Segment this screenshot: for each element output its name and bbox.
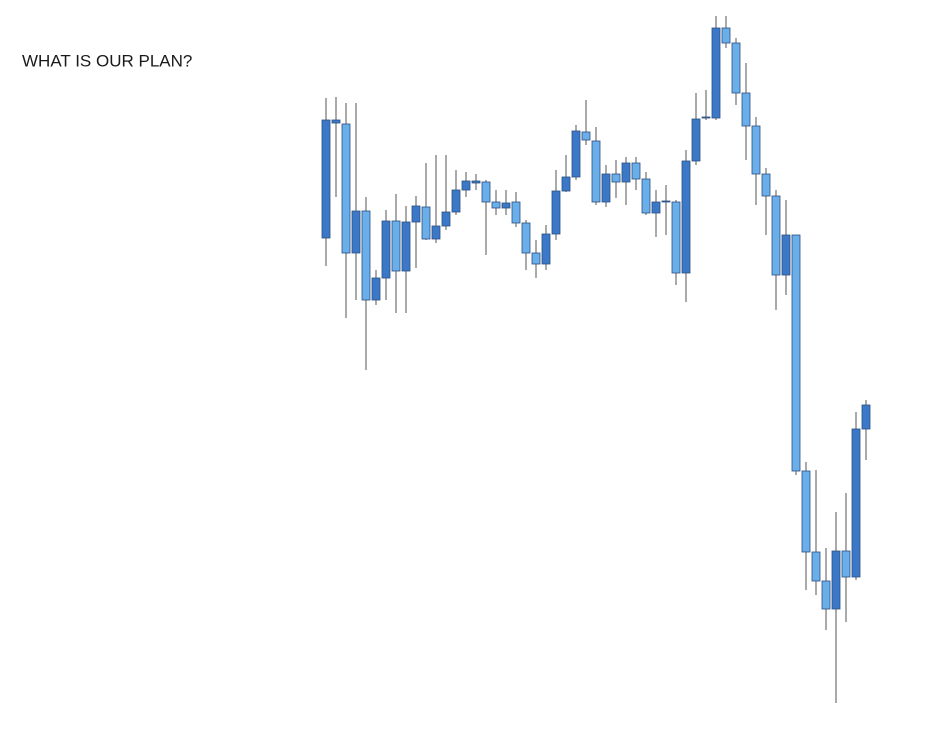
candle-body (651, 201, 661, 214)
candle-body (761, 173, 771, 197)
candle-body (671, 201, 681, 274)
candle-body (741, 92, 751, 127)
candle-body (331, 119, 341, 124)
candle-body (731, 42, 741, 94)
candle-body (581, 131, 591, 141)
candle-body (361, 210, 371, 301)
candle-body (631, 162, 641, 180)
candle-body (341, 123, 351, 254)
candle-body (481, 181, 491, 203)
candle-body (401, 221, 411, 272)
candle-body (801, 470, 811, 553)
candle-body (451, 189, 461, 213)
candle-body (571, 130, 581, 178)
candle-body (391, 220, 401, 272)
candle-body (721, 27, 731, 44)
candle-body (781, 234, 791, 276)
candle-body (551, 190, 561, 235)
candle-body (371, 277, 381, 301)
candle-body (531, 252, 541, 265)
candle-body (841, 550, 851, 578)
candle-body (501, 202, 511, 209)
candle-body (701, 116, 711, 119)
candle-body (861, 404, 871, 430)
candle-body (751, 125, 761, 175)
chart-title: WHAT IS OUR PLAN? (22, 51, 192, 70)
candle-body (661, 200, 671, 203)
candle-body (641, 178, 651, 214)
candle-body (431, 225, 441, 240)
candle-body (321, 119, 331, 239)
candle-body (381, 220, 391, 279)
candle-body (441, 211, 451, 227)
candle-body (491, 201, 501, 209)
candle-body (771, 195, 781, 276)
candle-body (611, 173, 621, 183)
candle-body (511, 201, 521, 224)
candle-body (521, 222, 531, 254)
candle-body (811, 551, 821, 582)
candle-body (851, 428, 861, 578)
candle-body (601, 173, 611, 203)
candle-body (621, 162, 631, 183)
candle-body (591, 140, 601, 203)
candle-body (711, 27, 721, 119)
candle-body (541, 233, 551, 265)
candle-body (411, 205, 421, 223)
candle-body (681, 160, 691, 274)
candle-body (561, 176, 571, 192)
candle-body (471, 180, 481, 184)
candle-body (691, 118, 701, 162)
candle-body (791, 234, 801, 472)
candle-body (821, 580, 831, 610)
candle-body (461, 180, 471, 191)
candle-body (831, 550, 841, 610)
candle-body (351, 210, 361, 254)
candle-body (421, 206, 431, 240)
